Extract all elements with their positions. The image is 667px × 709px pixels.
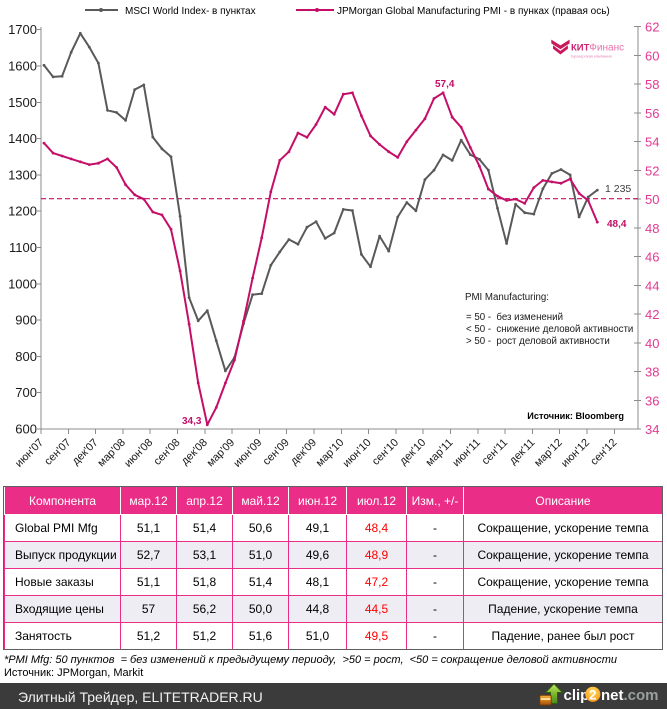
svg-text:46: 46 bbox=[645, 250, 659, 265]
svg-text:Финанс: Финанс bbox=[589, 43, 624, 54]
svg-text:MSCI World Index- в пунктах: MSCI World Index- в пунктах bbox=[125, 6, 256, 17]
svg-text:48: 48 bbox=[645, 221, 659, 236]
svg-text:1200: 1200 bbox=[8, 204, 37, 219]
svg-text:36: 36 bbox=[645, 393, 659, 408]
svg-text:700: 700 bbox=[15, 385, 37, 400]
svg-text:62: 62 bbox=[645, 20, 659, 35]
svg-text:1 235: 1 235 bbox=[605, 183, 631, 195]
svg-text:34,3: 34,3 bbox=[182, 416, 202, 427]
svg-text:52: 52 bbox=[645, 163, 659, 178]
svg-text:60: 60 bbox=[645, 48, 659, 63]
svg-text:КИТ: КИТ bbox=[571, 43, 590, 54]
svg-text:56: 56 bbox=[645, 106, 659, 121]
svg-text:57,4: 57,4 bbox=[435, 79, 455, 90]
svg-text:1600: 1600 bbox=[8, 59, 37, 74]
svg-text:600: 600 bbox=[15, 422, 37, 437]
svg-text:< 50 - снижение деловой актив: < 50 - снижение деловой активности bbox=[466, 324, 633, 335]
svg-text:44: 44 bbox=[645, 278, 659, 293]
svg-text:1100: 1100 bbox=[9, 240, 37, 255]
svg-text:> 50 - рост деловой активност: > 50 - рост деловой активности bbox=[466, 336, 610, 347]
svg-text:1300: 1300 bbox=[8, 167, 37, 182]
svg-text:48,4: 48,4 bbox=[607, 219, 627, 230]
svg-text:54: 54 bbox=[645, 135, 659, 150]
svg-text:Источник: Bloomberg: Источник: Bloomberg bbox=[527, 411, 624, 421]
svg-text:58: 58 bbox=[645, 77, 659, 92]
svg-text:34: 34 bbox=[645, 422, 659, 437]
svg-text:42: 42 bbox=[645, 307, 659, 322]
svg-text:= 50 - без изменений: = 50 - без изменений bbox=[466, 312, 563, 323]
svg-text:38: 38 bbox=[645, 365, 659, 380]
svg-text:1400: 1400 bbox=[8, 131, 37, 146]
svg-text:clip: clip bbox=[564, 687, 590, 704]
svg-text:1000: 1000 bbox=[8, 276, 37, 291]
svg-text:1700: 1700 bbox=[8, 22, 37, 37]
svg-text:Брокерская компания: Брокерская компания bbox=[571, 53, 611, 58]
svg-text:40: 40 bbox=[645, 336, 659, 351]
svg-text:1500: 1500 bbox=[8, 95, 37, 110]
svg-text:.com: .com bbox=[624, 687, 659, 704]
svg-text:900: 900 bbox=[15, 313, 37, 328]
svg-text:PMI Manufacturing:: PMI Manufacturing: bbox=[465, 292, 549, 303]
svg-text:2: 2 bbox=[589, 687, 597, 702]
svg-text:JPMorgan Global Manufacturing: JPMorgan Global Manufacturing PMI - в пу… bbox=[337, 6, 610, 17]
svg-text:50: 50 bbox=[645, 192, 659, 207]
svg-text:800: 800 bbox=[15, 349, 37, 364]
svg-text:net: net bbox=[601, 687, 624, 704]
